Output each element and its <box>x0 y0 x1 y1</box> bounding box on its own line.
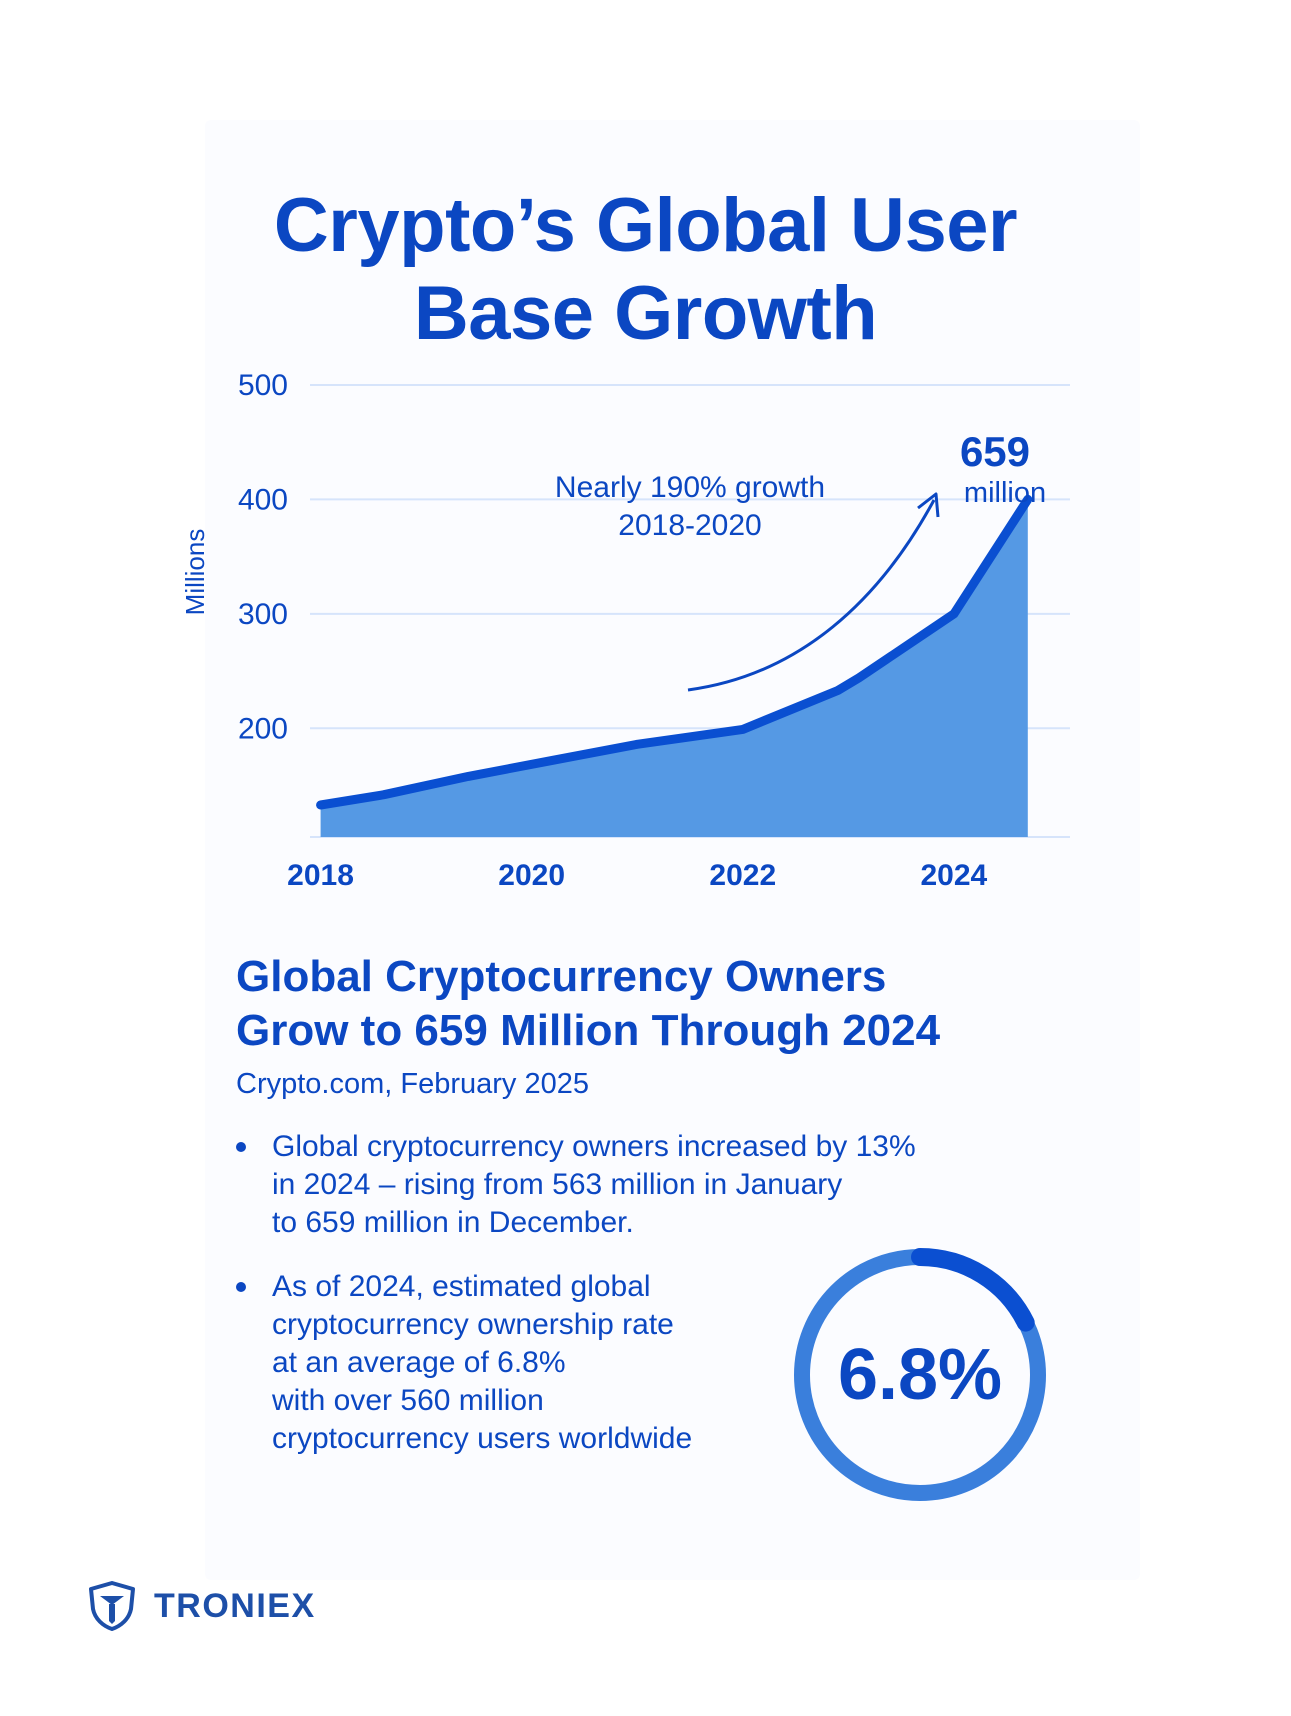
x-tick-label: 2018 <box>287 859 354 892</box>
annotation-arrow-icon <box>687 499 936 692</box>
bullet-line: with over 560 million <box>272 1384 544 1417</box>
bullet-line: cryptocurrency users worldwide <box>272 1422 693 1455</box>
y-tick-label: 300 <box>238 598 288 631</box>
shield-icon <box>89 1581 135 1631</box>
donut-accent-arc <box>911 1248 1035 1332</box>
content-card <box>205 120 1140 1580</box>
x-axis-ticks: 2018 2020 2022 2024 <box>287 859 987 892</box>
y-axis-label: Millions <box>180 529 210 616</box>
title-line-2: Base Growth <box>413 271 878 356</box>
y-axis-ticks: 500 400 300 200 <box>238 369 288 745</box>
growth-annotation: Nearly 190% growth 2018-2020 <box>555 471 940 692</box>
source-citation: Crypto.com, February 2025 <box>236 1068 589 1100</box>
section-heading: Global Cryptocurrency Owners Grow to 659… <box>236 950 1136 1058</box>
bullet-line: Global cryptocurrency owners increased b… <box>272 1130 916 1163</box>
annotation-line-1: Nearly 190% growth <box>555 471 825 504</box>
x-tick-label: 2022 <box>709 859 776 892</box>
y-tick-label: 400 <box>238 483 288 516</box>
end-value-label: 659 <box>960 428 1030 475</box>
bullet-line: in 2024 – rising from 563 million in Jan… <box>272 1168 843 1201</box>
area-fill <box>320 499 1028 837</box>
donut-value-label: 6.8% <box>838 1335 1002 1415</box>
bullet-line: cryptocurrency ownership rate <box>272 1308 674 1341</box>
bullet-line: to 659 million in December. <box>272 1206 634 1239</box>
growth-area-chart: 500 400 300 200 Millions 2018 2020 2022 2024 N… <box>180 369 1070 892</box>
title-line-1: Crypto’s Global User <box>273 183 1018 268</box>
bullet-dot-icon <box>236 1142 246 1152</box>
bullet-line: As of 2024, estimated global <box>272 1270 651 1303</box>
ownership-donut: 6.8% <box>794 1248 1046 1501</box>
end-unit-label: million <box>964 477 1046 509</box>
brand-name: TRONIEX <box>154 1586 316 1625</box>
annotation-line-2: 2018-2020 <box>618 509 761 542</box>
brand-footer: TRONIEX <box>88 1578 316 1634</box>
bullet-text: Global cryptocurrency owners increased b… <box>272 1128 916 1242</box>
x-tick-label: 2020 <box>498 859 565 892</box>
bullet-text: As of 2024, estimated global cryptocurre… <box>272 1268 692 1458</box>
y-tick-label: 200 <box>238 712 288 745</box>
x-tick-label: 2024 <box>921 859 988 892</box>
y-tick-label: 500 <box>238 369 288 402</box>
bullet-dot-icon <box>236 1282 246 1292</box>
arrowhead-icon <box>917 492 940 518</box>
section-heading-line-1: Global Cryptocurrency Owners <box>236 952 887 1001</box>
bullet-line: at an average of 6.8% <box>272 1346 566 1379</box>
section-heading-line-2: Grow to 659 Million Through 2024 <box>236 1006 941 1055</box>
page-title: Crypto’s Global User Base Growth <box>0 182 1291 358</box>
series-line <box>316 494 1033 810</box>
